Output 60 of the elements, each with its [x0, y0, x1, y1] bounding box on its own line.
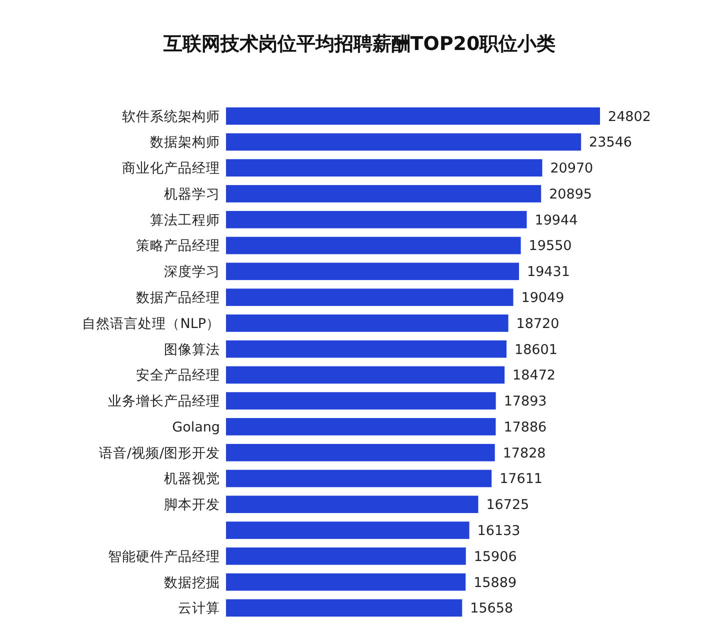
- bar: [226, 573, 466, 591]
- y-tick-label: 机器视觉: [164, 471, 220, 488]
- data-label: 18601: [514, 342, 558, 358]
- data-label: 19944: [534, 212, 578, 228]
- data-label: 17886: [504, 419, 547, 436]
- bar: [226, 340, 506, 358]
- data-label: 16725: [486, 497, 530, 514]
- y-tick-label: 商业化产品经理: [122, 160, 220, 177]
- bar: [226, 236, 521, 254]
- y-tick-label: 机器学习: [164, 186, 220, 202]
- y-tick-label: 安全产品经理: [136, 368, 220, 384]
- y-tick-label: 语音/视频/图形开发: [98, 445, 220, 462]
- y-tick-label: 数据挖掘: [164, 574, 220, 591]
- bar: [226, 185, 542, 202]
- bar: [226, 133, 582, 151]
- bar: [226, 522, 470, 539]
- bar: [226, 262, 520, 280]
- bar: [226, 470, 492, 488]
- y-tick-label: 算法工程师: [150, 212, 220, 228]
- chart-title: 互联网技术岗位平均招聘薪酬TOP20职位小类: [162, 33, 556, 55]
- data-label: 18720: [516, 316, 560, 332]
- bar: [226, 288, 514, 306]
- data-label: 17828: [502, 445, 546, 462]
- y-tick-label: Golang: [172, 419, 220, 436]
- y-tick-label: 图像算法: [164, 342, 220, 358]
- bar: [226, 159, 542, 177]
- data-label: 20895: [549, 186, 592, 202]
- data-label: 16133: [477, 522, 520, 539]
- data-label: 19049: [521, 290, 564, 306]
- data-label: 24802: [608, 108, 651, 125]
- bar: [226, 496, 478, 514]
- data-label: 19431: [527, 264, 570, 280]
- data-label: 17893: [504, 394, 547, 410]
- data-label: 15906: [474, 548, 517, 565]
- data-label: 15658: [470, 600, 514, 617]
- data-label: 15889: [474, 574, 517, 591]
- y-tick-label: 深度学习: [164, 264, 220, 280]
- bar: [226, 599, 462, 617]
- bar: [226, 547, 466, 565]
- y-tick-label: 数据产品经理: [136, 290, 220, 306]
- bar: [226, 366, 505, 384]
- bar: [226, 392, 496, 410]
- data-label: 23546: [589, 134, 632, 151]
- y-tick-label: 智能硬件产品经理: [108, 548, 220, 565]
- data-label: 17611: [500, 471, 543, 488]
- y-tick-label: 脚本开发: [164, 497, 220, 514]
- bar: [226, 418, 496, 436]
- bar: [226, 210, 527, 228]
- y-tick-label: 数据架构师: [150, 134, 220, 151]
- data-label: 18472: [512, 368, 556, 384]
- y-tick-label: 业务增长产品经理: [108, 394, 220, 410]
- bar: [226, 444, 495, 462]
- data-label: 20970: [550, 160, 594, 177]
- bar: [226, 107, 600, 125]
- data-label: 19550: [528, 238, 572, 254]
- y-tick-label: 自然语言处理（NLP）: [82, 316, 220, 332]
- y-tick-label: 策略产品经理: [136, 238, 220, 254]
- y-tick-label: 软件系统架构师: [122, 108, 220, 125]
- bar: [226, 314, 508, 332]
- y-tick-label: 云计算: [178, 600, 220, 617]
